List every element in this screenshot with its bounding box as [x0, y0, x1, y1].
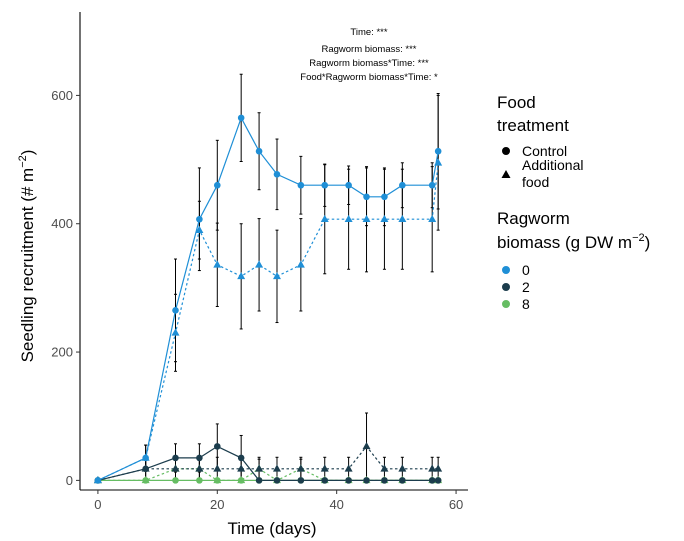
point-control-rag0-10 — [345, 182, 352, 189]
point-additional-rag0-7 — [273, 272, 281, 279]
point-control-rag2-6 — [256, 477, 263, 484]
point-control-rag0-15 — [435, 148, 442, 155]
annotation-food-ragworm-time: Food*Ragworm biomass*Time: * — [300, 72, 438, 83]
point-additional-rag0-10 — [345, 215, 353, 222]
legend-food-treatment: Food treatment Control Additional food — [497, 93, 584, 190]
legend-additional-label-line2: food — [522, 174, 549, 190]
point-control-rag0-7 — [274, 171, 281, 178]
point-control-rag2-4 — [214, 443, 221, 450]
point-additional-rag0-6 — [255, 260, 263, 267]
point-additional-rag2-15 — [434, 464, 442, 471]
legend-ragworm-title-close: ) — [645, 233, 651, 252]
point-control-rag0-8 — [298, 182, 305, 189]
point-additional-rag0-15 — [434, 158, 442, 165]
point-additional-rag2-13 — [398, 464, 406, 471]
error-bars — [144, 74, 439, 480]
point-additional-rag0-9 — [321, 215, 329, 222]
point-control-rag2-11 — [363, 477, 370, 484]
legend-ragworm-2-swatch — [502, 283, 510, 291]
annotation-ragworm-time: Ragworm biomass*Time: *** — [309, 58, 429, 69]
y-tick-label-3: 600 — [51, 88, 73, 103]
point-additional-rag0-4 — [213, 260, 221, 267]
y-tick-label-0: 0 — [66, 473, 73, 488]
point-control-rag0-3 — [196, 216, 203, 223]
point-additional-rag2-3 — [195, 464, 203, 471]
point-additional-rag2-2 — [172, 464, 180, 471]
point-additional-rag2-11 — [363, 442, 371, 449]
point-control-rag2-14 — [429, 477, 436, 484]
legend-additional-label-line1: Additional — [522, 157, 584, 173]
point-additional-rag0-2 — [172, 328, 180, 335]
annotation-ragworm: Ragworm biomass: *** — [321, 44, 416, 55]
point-control-rag2-2 — [172, 455, 179, 462]
data-points — [94, 115, 442, 484]
point-additional-rag2-4 — [213, 464, 221, 471]
point-control-rag0-9 — [321, 182, 328, 189]
legend-ragworm-biomass: Ragworm biomass (g DW m−2) 0 2 8 — [497, 209, 650, 312]
x-tick-label-2: 40 — [329, 497, 343, 512]
point-control-rag2-5 — [238, 455, 245, 462]
point-control-rag2-12 — [381, 477, 388, 484]
point-control-rag2-3 — [196, 455, 203, 462]
series-lines — [98, 118, 438, 481]
point-control-rag2-8 — [298, 477, 305, 484]
y-axis-title: Seedling recruitment (# m−2) — [17, 150, 37, 363]
series-line-additional-rag0 — [98, 163, 438, 481]
point-control-rag2-15 — [435, 477, 442, 484]
legend-ragworm-8-label: 8 — [522, 296, 530, 312]
legend-additional-triangle-icon — [502, 170, 511, 178]
point-additional-rag0-14 — [428, 215, 436, 222]
point-control-rag0-11 — [363, 193, 370, 200]
annotation-time: Time: *** — [350, 27, 387, 38]
point-additional-rag2-7 — [273, 464, 281, 471]
point-control-rag0-2 — [172, 307, 179, 314]
point-control-rag0-5 — [238, 115, 245, 122]
point-control-rag0-12 — [381, 193, 388, 200]
legend-ragworm-0-label: 0 — [522, 262, 530, 278]
point-additional-rag0-11 — [363, 215, 371, 222]
y-axis-title-superscript: −2 — [17, 155, 29, 168]
legend-ragworm-2-label: 2 — [522, 279, 530, 295]
point-control-rag8-2 — [172, 477, 179, 484]
legend-food-title-line1: Food — [497, 93, 536, 112]
x-tick-label-0: 0 — [94, 497, 101, 512]
point-additional-rag2-8 — [297, 464, 305, 471]
point-control-rag0-4 — [214, 182, 221, 189]
point-control-rag8-3 — [196, 477, 203, 484]
point-control-rag2-10 — [345, 477, 352, 484]
point-additional-rag0-12 — [380, 215, 388, 222]
point-additional-rag0-5 — [237, 272, 245, 279]
point-control-rag2-7 — [274, 477, 281, 484]
point-additional-rag0-13 — [398, 215, 406, 222]
point-control-rag0-14 — [429, 182, 436, 189]
point-additional-rag2-9 — [321, 464, 329, 471]
y-axis-title-close: ) — [18, 150, 37, 156]
legend-ragworm-title-line2: biomass (g DW m−2) — [497, 232, 650, 252]
annotations: Time: *** Ragworm biomass: *** Ragworm b… — [300, 27, 438, 83]
legend-control-circle-icon — [502, 147, 510, 155]
point-control-rag0-6 — [256, 148, 263, 155]
point-additional-rag2-5 — [237, 464, 245, 471]
point-control-rag2-9 — [321, 477, 328, 484]
x-axis-title: Time (days) — [227, 519, 316, 538]
legend-ragworm-title-text: biomass (g DW m — [497, 233, 632, 252]
x-tick-label-3: 60 — [449, 497, 463, 512]
legend-ragworm-title-superscript: −2 — [632, 232, 645, 244]
y-tick-label-2: 400 — [51, 216, 73, 231]
point-control-rag2-13 — [399, 477, 406, 484]
legend-ragworm-0-swatch — [502, 266, 510, 274]
x-tick-label-1: 20 — [210, 497, 224, 512]
point-additional-rag0-8 — [297, 260, 305, 267]
y-axis-title-text: Seedling recruitment (# m — [18, 168, 37, 363]
legend-ragworm-title-line1: Ragworm — [497, 209, 570, 228]
series-line-control-rag0 — [98, 118, 438, 481]
legend-food-title-line2: treatment — [497, 116, 569, 135]
point-additional-rag2-6 — [255, 464, 263, 471]
legend-ragworm-8-swatch — [502, 300, 510, 308]
y-tick-label-1: 200 — [51, 345, 73, 360]
point-control-rag0-13 — [399, 182, 406, 189]
